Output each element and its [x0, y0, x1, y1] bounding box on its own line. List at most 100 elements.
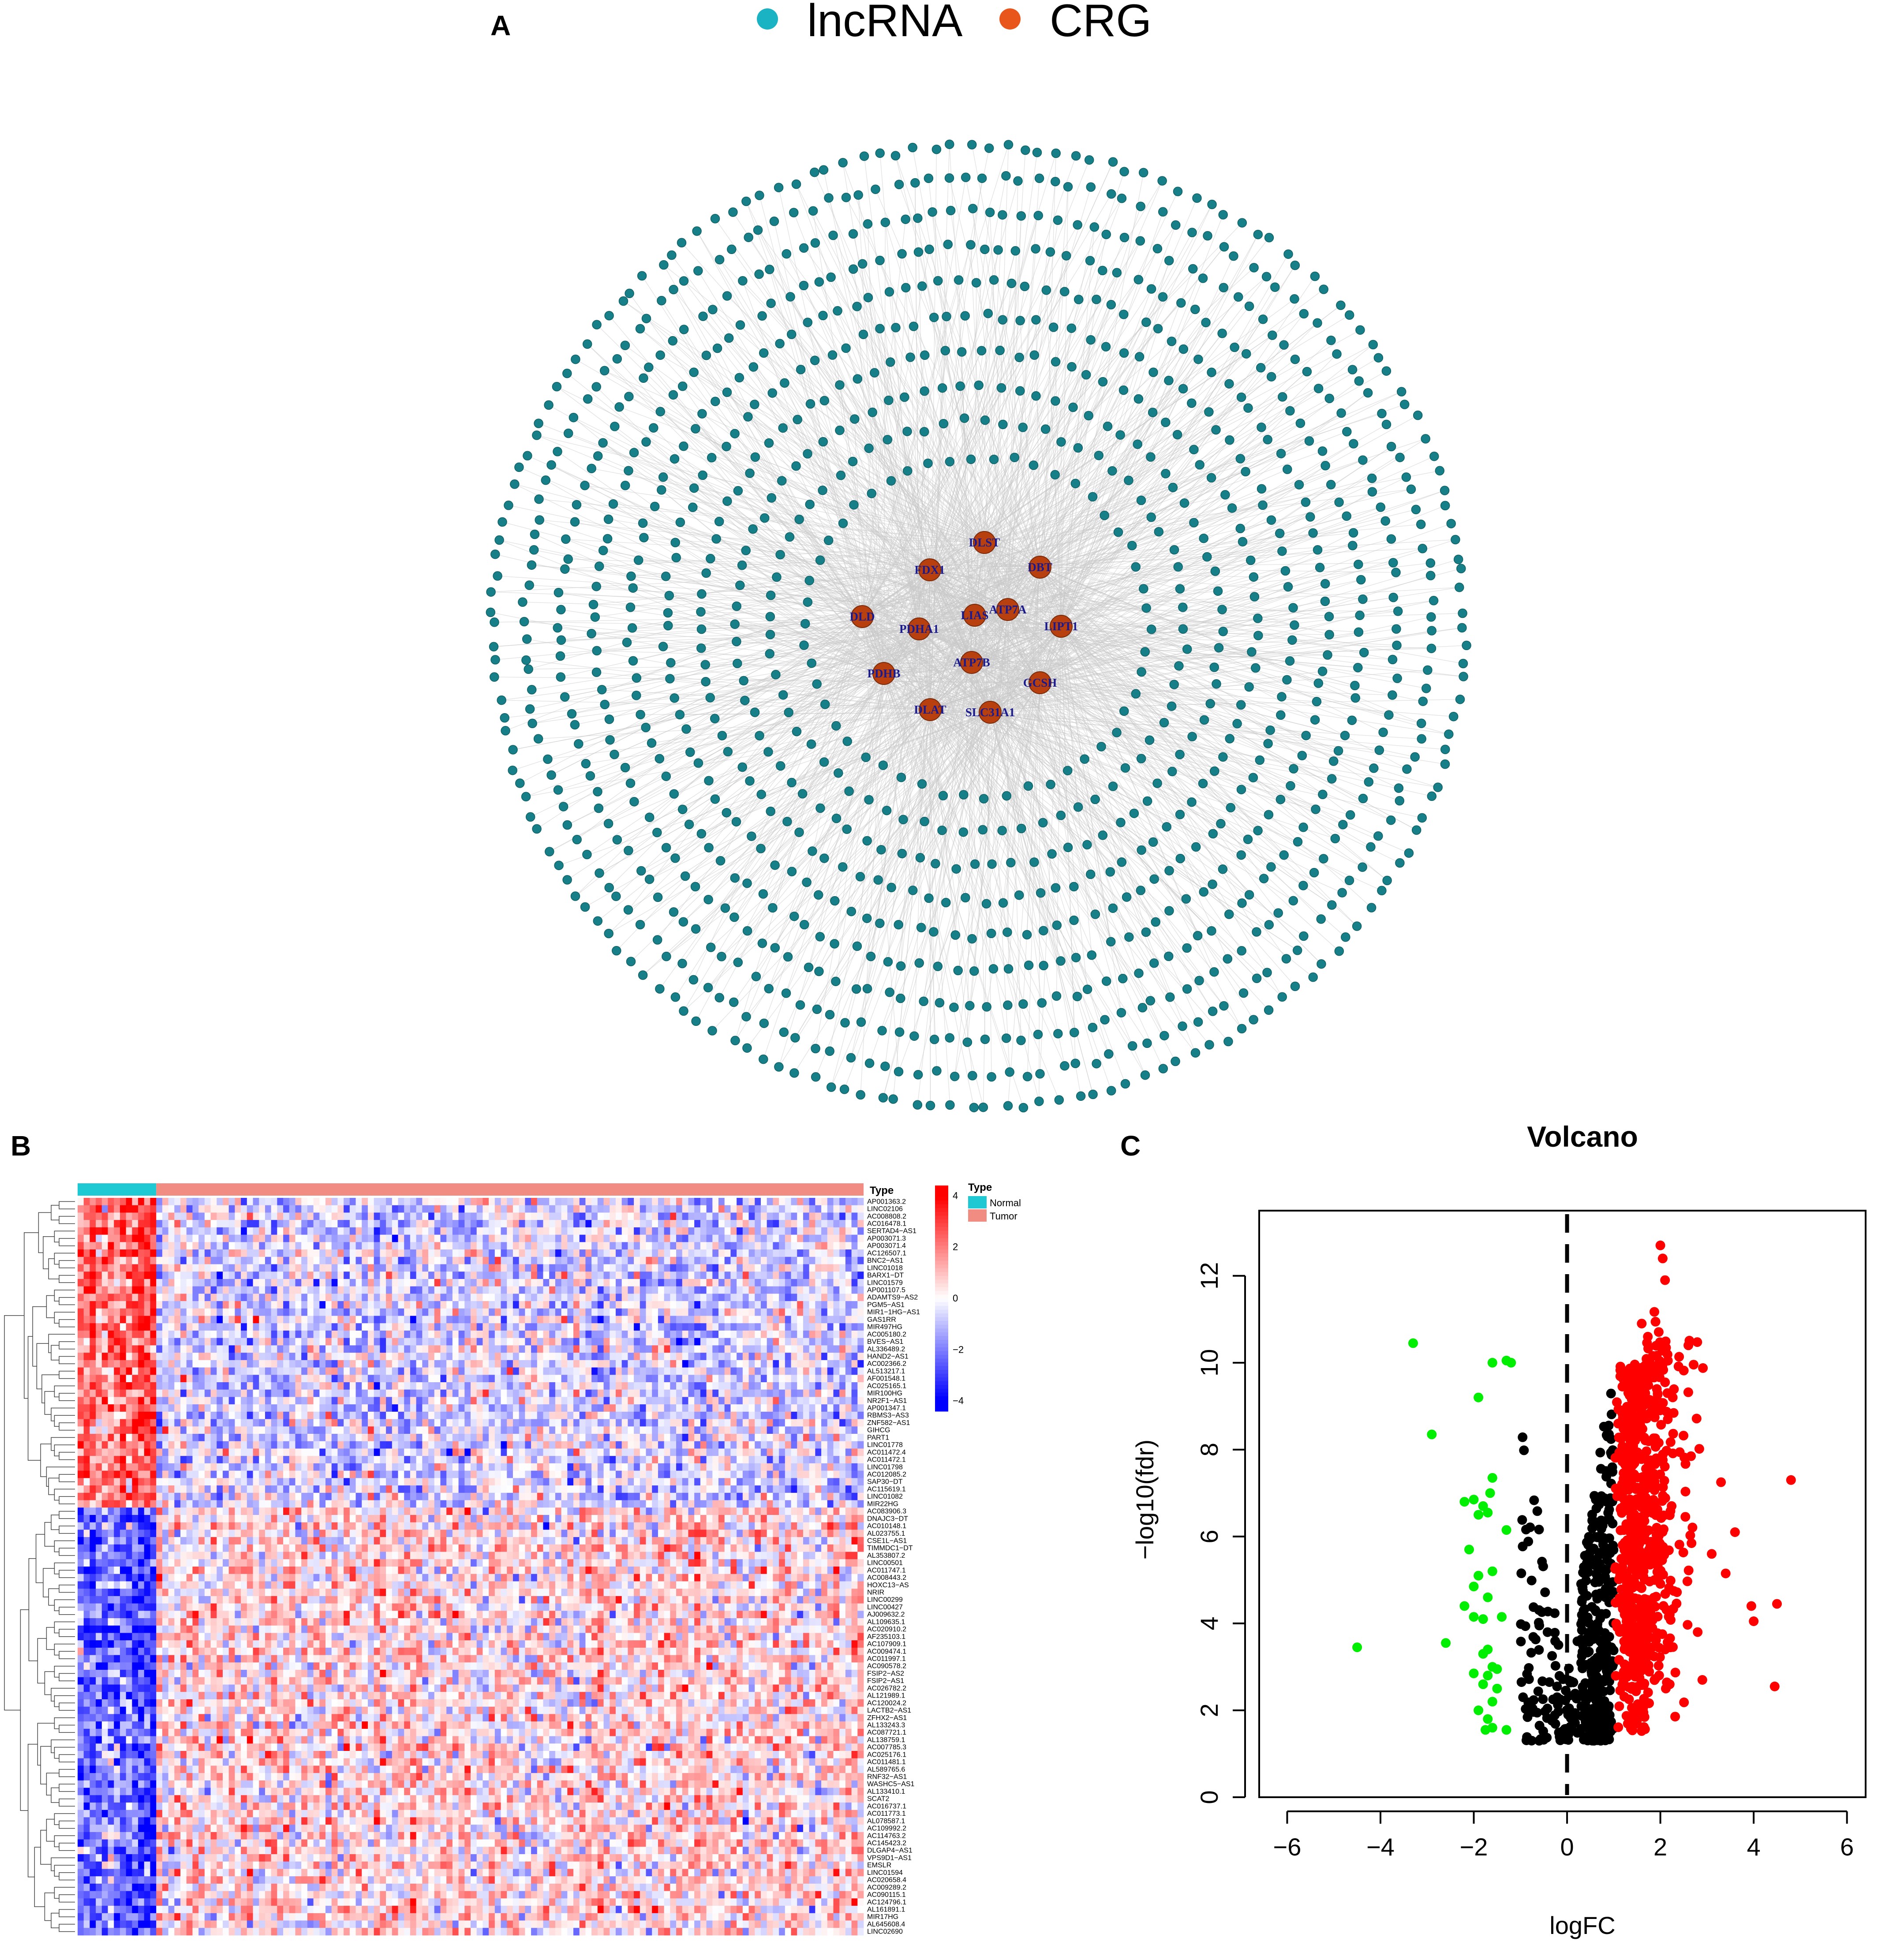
heatmap-cell [265, 1316, 272, 1324]
heatmap-cell [367, 1272, 374, 1279]
lncrna-node [1193, 931, 1203, 941]
network-edge [669, 595, 972, 663]
heatmap-cell [168, 1227, 175, 1235]
lncrna-node [1056, 956, 1066, 966]
heatmap-cell [706, 1227, 713, 1235]
lncrna-node [553, 785, 563, 795]
heatmap-cell [247, 1257, 253, 1264]
heatmap-cell [380, 1301, 386, 1309]
lncrna-node [804, 962, 814, 972]
heatmap-cell [162, 1316, 169, 1324]
lncrna-node [971, 278, 981, 288]
heatmap-cell [410, 1198, 417, 1206]
heatmap-cell [319, 1308, 326, 1316]
heatmap-cell [428, 1220, 435, 1228]
lncrna-node [1218, 627, 1228, 636]
network-edge [984, 542, 1250, 895]
heatmap-cell [688, 1234, 695, 1242]
heatmap-cell [464, 1286, 471, 1294]
heatmap-cell [652, 1220, 658, 1228]
dendrogram-branch [48, 1588, 59, 1606]
heatmap-cell [737, 1279, 743, 1287]
heatmap-cell [247, 1234, 253, 1242]
heatmap-cell [476, 1242, 483, 1250]
heatmap-cell [615, 1279, 622, 1287]
lncrna-node [1137, 845, 1146, 855]
lncrna-node [1458, 608, 1467, 618]
heatmap-cell [344, 1212, 350, 1220]
heatmap-cell [682, 1294, 688, 1301]
heatmap-cell [126, 1227, 132, 1235]
heatmap-cell [150, 1272, 157, 1279]
heatmap-cell [827, 1227, 834, 1235]
heatmap-cell [295, 1279, 302, 1287]
network-edge [990, 457, 1400, 713]
lncrna-node [724, 333, 734, 343]
heatmap-cell [748, 1249, 755, 1257]
heatmap-cell [301, 1264, 308, 1272]
lncrna-node [905, 352, 915, 362]
heatmap-cell [640, 1264, 646, 1272]
dendrogram-branch [32, 1306, 47, 1367]
dendrogram-branch [59, 1238, 75, 1246]
heatmap-cell [621, 1308, 628, 1316]
lncrna-node [552, 381, 562, 392]
heatmap-cell [235, 1301, 241, 1309]
heatmap-cell [688, 1264, 695, 1272]
heatmap-cell [458, 1220, 465, 1228]
heatmap-cell [688, 1205, 695, 1213]
heatmap-cell [259, 1272, 266, 1279]
lncrna-node [1368, 340, 1378, 350]
heatmap-cell [228, 1308, 235, 1316]
lncrna-node [1421, 434, 1430, 444]
lncrna-node [1232, 719, 1242, 729]
lncrna-node [1236, 785, 1246, 794]
network-edge [663, 477, 920, 629]
heatmap-cell [833, 1301, 840, 1309]
lncrna-node [1342, 427, 1352, 437]
heatmap-cell [289, 1234, 296, 1242]
heatmap-cell [192, 1294, 199, 1301]
heatmap-cell [458, 1198, 465, 1206]
heatmap-cell [688, 1279, 695, 1287]
heatmap-cell [839, 1257, 846, 1264]
lncrna-node [1380, 516, 1390, 526]
heatmap-cell [277, 1205, 284, 1213]
heatmap-cell [253, 1249, 259, 1257]
heatmap-cell [253, 1234, 259, 1242]
network-edge [698, 628, 920, 763]
lncrna-node [946, 206, 956, 216]
lncrna-node [987, 1072, 996, 1082]
heatmap-cell [652, 1286, 658, 1294]
heatmap-cell [90, 1227, 96, 1235]
heatmap-cell [198, 1242, 205, 1250]
heatmap-cell [162, 1198, 169, 1206]
lncrna-node [792, 726, 802, 737]
lncrna-node [604, 883, 614, 893]
heatmap-cell [392, 1301, 398, 1309]
heatmap-cell [737, 1264, 743, 1272]
lncrna-node [722, 291, 732, 301]
heatmap-cell [760, 1264, 767, 1272]
lncrna-node [1039, 961, 1048, 971]
lncrna-node [641, 722, 651, 733]
heatmap-cell [259, 1242, 266, 1250]
heatmap-cell [767, 1242, 773, 1250]
heatmap-cell [271, 1212, 277, 1220]
heatmap-cell [265, 1308, 272, 1316]
network-edge [930, 709, 1170, 911]
heatmap-cell [150, 1294, 157, 1301]
heatmap-cell [809, 1308, 815, 1316]
heatmap-cell [512, 1316, 520, 1324]
lncrna-node [556, 605, 566, 615]
heatmap-cell [452, 1301, 459, 1309]
lncrna-node [620, 340, 630, 350]
network-edge [599, 566, 884, 674]
lncrna-node [1029, 857, 1039, 867]
heatmap-cell [126, 1212, 132, 1220]
network-edge [772, 616, 863, 908]
network-edge [990, 712, 1242, 904]
heatmap-cell [512, 1234, 520, 1242]
heatmap-cell [392, 1264, 398, 1272]
heatmap-cell [241, 1272, 247, 1279]
